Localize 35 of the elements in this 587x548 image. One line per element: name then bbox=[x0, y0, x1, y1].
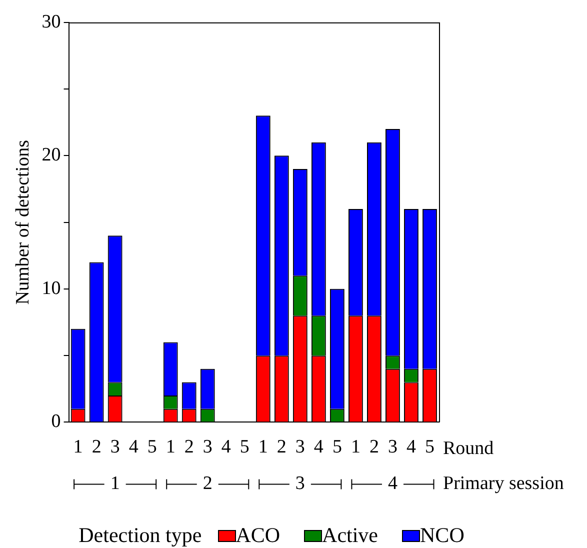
x-tick-label: 3 bbox=[110, 436, 120, 458]
legend-label: NCO bbox=[420, 523, 464, 548]
x-tick-label: 2 bbox=[92, 436, 102, 458]
x-tick-label: 5 bbox=[240, 436, 250, 458]
y-tick-label: 30 bbox=[42, 11, 61, 32]
x-tick-label: 2 bbox=[276, 436, 286, 458]
x-tick-label: 1 bbox=[258, 436, 268, 458]
y-tick-label: 20 bbox=[42, 144, 61, 166]
x-tick-label: 4 bbox=[314, 436, 324, 458]
x-tick-label: 4 bbox=[406, 436, 416, 458]
y-tick-label: 10 bbox=[42, 278, 61, 299]
x-tick-label: 4 bbox=[128, 436, 139, 458]
legend-label: ACO bbox=[236, 523, 280, 548]
y-axis-title: Number of detections bbox=[12, 140, 34, 305]
x-tick-label: 2 bbox=[369, 436, 379, 458]
x-tick-label: 1 bbox=[166, 436, 176, 458]
x-tick-label: 3 bbox=[202, 436, 212, 458]
text: 4 bbox=[388, 473, 398, 494]
x-tick-label: 2 bbox=[184, 436, 194, 458]
text: 1 bbox=[110, 473, 120, 494]
x-tick-label: 1 bbox=[350, 436, 360, 458]
legend-label: Active bbox=[322, 523, 378, 548]
x-tick-label: 5 bbox=[332, 436, 342, 458]
text: Primary session bbox=[443, 473, 564, 494]
x-tick-label: 1 bbox=[73, 436, 83, 458]
x-tick-label: 5 bbox=[424, 436, 434, 458]
x-tick-label: 5 bbox=[147, 436, 157, 458]
x-tick-label: 3 bbox=[388, 436, 398, 458]
x-tick-label: 4 bbox=[221, 436, 232, 458]
legend-title: Detection type bbox=[78, 523, 202, 548]
text: 3 bbox=[295, 473, 305, 494]
x-axis-title: Round bbox=[443, 438, 494, 460]
y-tick-label: 0 bbox=[51, 411, 61, 432]
text: 2 bbox=[202, 473, 212, 494]
x-tick-label: 3 bbox=[295, 436, 305, 458]
